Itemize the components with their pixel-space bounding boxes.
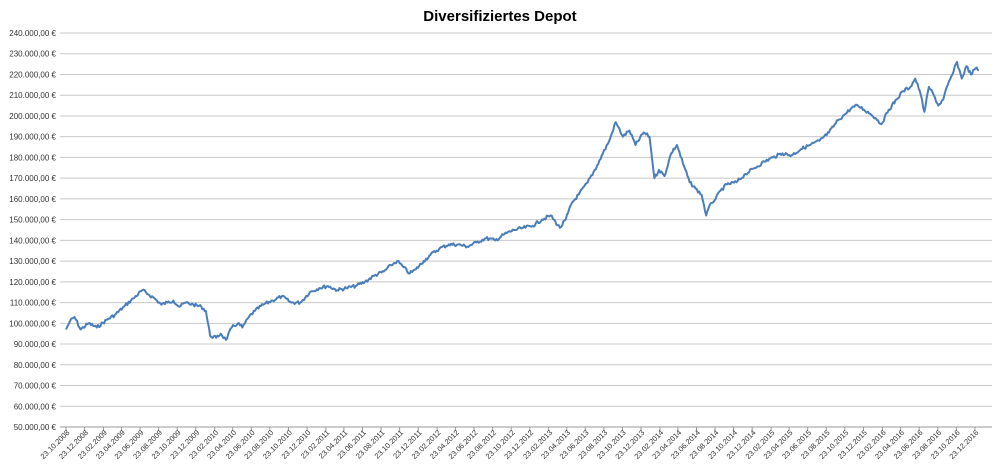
y-tick-label: 190.000,00 € (9, 133, 56, 142)
series-line-depot-value (65, 61, 980, 341)
y-tick-label: 70.000,00 € (14, 382, 57, 391)
y-tick-label: 110.000,00 € (10, 299, 57, 308)
y-tick-label: 240.000,00 € (9, 29, 56, 38)
chart-title: Diversifiziertes Depot (423, 8, 576, 25)
y-tick-label: 50.000,00 € (14, 423, 57, 432)
y-tick-label: 60.000,00 € (14, 402, 57, 411)
y-tick-label: 170.000,00 € (9, 174, 56, 183)
y-tick-label: 180.000,00 € (9, 153, 56, 162)
y-tick-label: 160.000,00 € (9, 195, 56, 204)
y-axis-tick-labels: 50.000,00 € 60.000,00 € 70.000,00 € 80.000,… (9, 29, 56, 432)
y-tick-label: 230.000,00 € (9, 50, 56, 59)
gridlines (60, 32, 992, 428)
y-tick-label: 150.000,00 € (9, 216, 56, 225)
y-tick-label: 200.000,00 € (9, 112, 56, 121)
y-tick-label: 90.000,00 € (14, 340, 57, 349)
y-tick-label: 120.000,00 € (9, 278, 56, 287)
y-tick-label: 80.000,00 € (14, 361, 57, 370)
y-tick-label: 140.000,00 € (9, 236, 56, 245)
y-tick-label: 100.000,00 € (9, 319, 56, 328)
y-tick-label: 220.000,00 € (9, 70, 56, 79)
x-axis-tick-labels: 23.10.200823.12.200823.02.200923.04.2009… (39, 427, 980, 461)
y-tick-label: 210.000,00 € (9, 91, 56, 100)
y-tick-label: 130.000,00 € (9, 257, 56, 266)
